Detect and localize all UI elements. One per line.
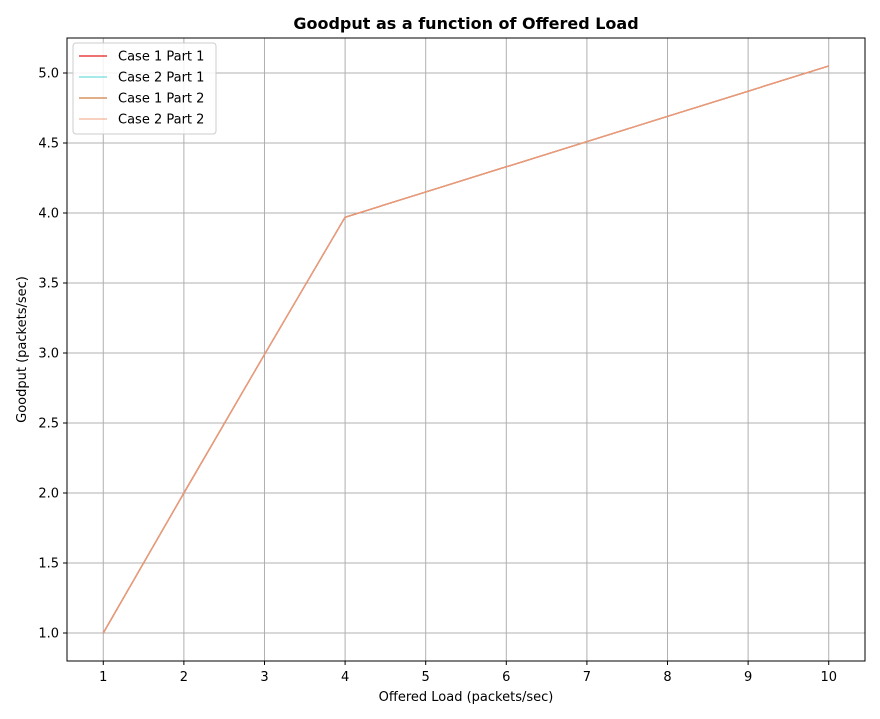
legend-label: Case 2 Part 1 xyxy=(118,71,204,86)
x-tick-label: 8 xyxy=(663,670,671,685)
series-line-1 xyxy=(102,65,829,634)
x-tick-label: 4 xyxy=(341,670,349,685)
x-tick-label: 10 xyxy=(820,670,837,685)
y-axis-label: Goodput (packets/sec) xyxy=(15,276,30,423)
x-tick-label: 9 xyxy=(744,670,752,685)
x-tick-label: 5 xyxy=(422,670,430,685)
x-axis-label: Offered Load (packets/sec) xyxy=(379,690,554,705)
x-tick-label: 6 xyxy=(502,670,510,685)
series-line-2 xyxy=(102,65,829,634)
x-tick-label: 3 xyxy=(260,670,268,685)
y-tick-label: 2.0 xyxy=(38,487,59,502)
series-line-4 xyxy=(102,65,829,634)
y-tick-label: 4.0 xyxy=(38,207,59,222)
y-tick-label: 3.0 xyxy=(38,347,59,362)
grid xyxy=(67,38,865,661)
series-line-3 xyxy=(102,65,829,634)
series-lines xyxy=(102,65,829,634)
legend-label: Case 2 Part 2 xyxy=(118,113,204,128)
ticks: 1 2 3 4 5 6 7 8 9 10 1.0 1.5 2.0 2.5 3.0 3.5 4.0 4.5 5.0 xyxy=(38,67,837,686)
legend: Case 1 Part 1 Case 2 Part 1 Case 1 Part 2 C… xyxy=(72,42,217,135)
y-tick-label: 4.5 xyxy=(38,137,59,152)
x-tick-label: 1 xyxy=(99,670,107,685)
legend-box xyxy=(72,42,217,135)
x-tick-label: 7 xyxy=(583,670,591,685)
chart-title: Goodput as a function of Offered Load xyxy=(293,14,638,33)
y-tick-label: 3.5 xyxy=(38,277,59,292)
legend-label: Case 1 Part 2 xyxy=(118,92,204,107)
x-tick-label: 2 xyxy=(180,670,188,685)
legend-label: Case 1 Part 1 xyxy=(118,50,204,65)
y-tick-label: 5.0 xyxy=(38,67,59,82)
y-tick-label: 1.5 xyxy=(38,557,59,572)
plot-frame xyxy=(66,37,866,662)
y-tick-label: 1.0 xyxy=(38,627,59,642)
y-tick-label: 2.5 xyxy=(38,417,59,432)
